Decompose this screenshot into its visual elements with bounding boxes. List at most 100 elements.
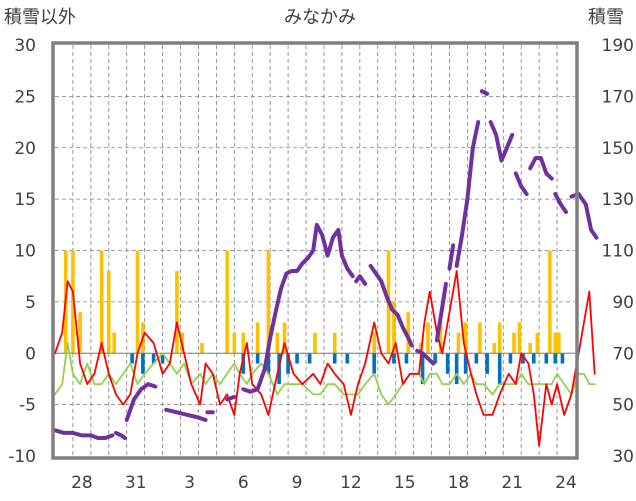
change-bar <box>474 353 479 364</box>
snow-depth-line <box>114 430 127 440</box>
change-bar <box>463 353 468 374</box>
precip-bar <box>232 332 237 354</box>
change-bar <box>130 353 134 364</box>
right-tick-label: 70 <box>612 344 634 364</box>
change-bar <box>433 353 437 364</box>
snow-depth-line <box>164 407 208 422</box>
left-tick-label: -10 <box>8 447 36 467</box>
snow-depth-line <box>434 281 448 343</box>
change-bar <box>295 353 299 364</box>
change-bar <box>286 353 290 374</box>
precip-bar <box>225 250 229 354</box>
precip-bar <box>241 332 246 354</box>
right-tick-label: 190 <box>602 36 634 56</box>
precip-bar <box>275 332 280 354</box>
temp-max-line <box>54 270 596 447</box>
precip-bar <box>492 342 497 354</box>
change-bar <box>141 353 145 374</box>
left-tick-label: 0 <box>25 344 36 364</box>
change-bar <box>241 353 246 374</box>
change-bar <box>544 353 549 364</box>
change-bar <box>521 353 525 364</box>
precip-bar <box>372 332 376 354</box>
left-tick-label: 25 <box>14 87 36 107</box>
left-tick-label: 5 <box>25 293 36 313</box>
x-tick-label: 6 <box>238 473 249 493</box>
precip-bar <box>438 322 443 354</box>
precip-bar <box>71 250 75 354</box>
precipitation-bars <box>63 250 561 354</box>
change-bars <box>130 353 565 385</box>
precip-bar <box>478 322 482 354</box>
snow-depth-line <box>124 382 158 422</box>
precip-bar <box>135 250 140 354</box>
precip-bar <box>112 332 116 354</box>
precip-bar <box>517 322 522 354</box>
precip-bar <box>418 342 423 354</box>
snow-depth-line <box>569 192 599 240</box>
precip-bar <box>106 271 111 354</box>
precip-bar <box>553 332 558 354</box>
x-tick-label: 31 <box>125 473 147 493</box>
change-bar <box>508 353 513 364</box>
snow-depth-line <box>488 120 515 163</box>
snow-depth-line <box>53 428 115 440</box>
change-bar <box>531 353 536 364</box>
right-tick-label: 50 <box>612 396 634 416</box>
change-bar <box>266 353 271 374</box>
change-bar <box>151 353 156 364</box>
snow-depth-line <box>354 274 368 286</box>
left-axis-label: 積雪以外 <box>4 7 76 28</box>
x-tick-label: 9 <box>292 473 303 493</box>
precip-bar <box>78 312 82 354</box>
change-bar <box>345 353 350 364</box>
precip-bar <box>332 332 337 354</box>
left-tick-label: 10 <box>14 242 36 262</box>
precip-bar <box>406 312 411 354</box>
precip-bar <box>557 332 561 354</box>
precip-bar <box>313 332 317 354</box>
precip-bar <box>463 322 468 354</box>
change-bar <box>255 353 260 364</box>
x-tick-label: 15 <box>394 473 416 493</box>
change-bar <box>392 353 396 364</box>
precip-bar <box>535 332 540 354</box>
temp-max-series <box>54 270 596 447</box>
x-tick-label: 18 <box>448 473 470 493</box>
change-bar <box>485 353 489 374</box>
left-tick-label: 30 <box>14 36 36 56</box>
snow-depth-line <box>447 243 456 271</box>
snow-depth-line <box>479 89 490 96</box>
x-axis-ticks: 28 31 3 6 9 12 15 18 21 24 <box>71 473 577 493</box>
temp-min-series <box>54 342 596 406</box>
right-tick-label: 90 <box>612 293 634 313</box>
snow-depth-line <box>454 120 481 268</box>
left-tick-label: 20 <box>14 139 36 159</box>
left-axis-ticks: 30 25 20 15 10 5 0 -5 -10 <box>8 36 36 467</box>
snow-depth-series <box>53 89 599 440</box>
change-bar <box>553 353 558 364</box>
x-tick-label: 24 <box>555 473 577 493</box>
change-bar <box>454 353 459 385</box>
change-bar <box>560 353 565 364</box>
change-bar <box>307 353 312 364</box>
right-tick-label: 170 <box>602 87 634 107</box>
x-tick-label: 3 <box>184 473 195 493</box>
snow-depth-line <box>368 263 414 348</box>
snow-depth-line <box>553 192 568 214</box>
left-tick-label: 15 <box>14 190 36 210</box>
right-tick-label: 130 <box>602 190 634 210</box>
precip-bar <box>99 250 104 354</box>
precip-bar <box>255 322 260 354</box>
plot-frame <box>51 41 579 460</box>
change-bar <box>332 353 337 364</box>
right-tick-label: 150 <box>602 139 634 159</box>
x-tick-label: 21 <box>501 473 523 493</box>
chart-title: みなかみ <box>284 7 356 28</box>
change-bar <box>497 353 502 385</box>
x-tick-label: 28 <box>71 473 93 493</box>
right-tick-label: 30 <box>612 447 634 467</box>
change-bar <box>445 353 450 374</box>
precip-bar <box>548 250 552 354</box>
precip-bar <box>426 322 430 354</box>
